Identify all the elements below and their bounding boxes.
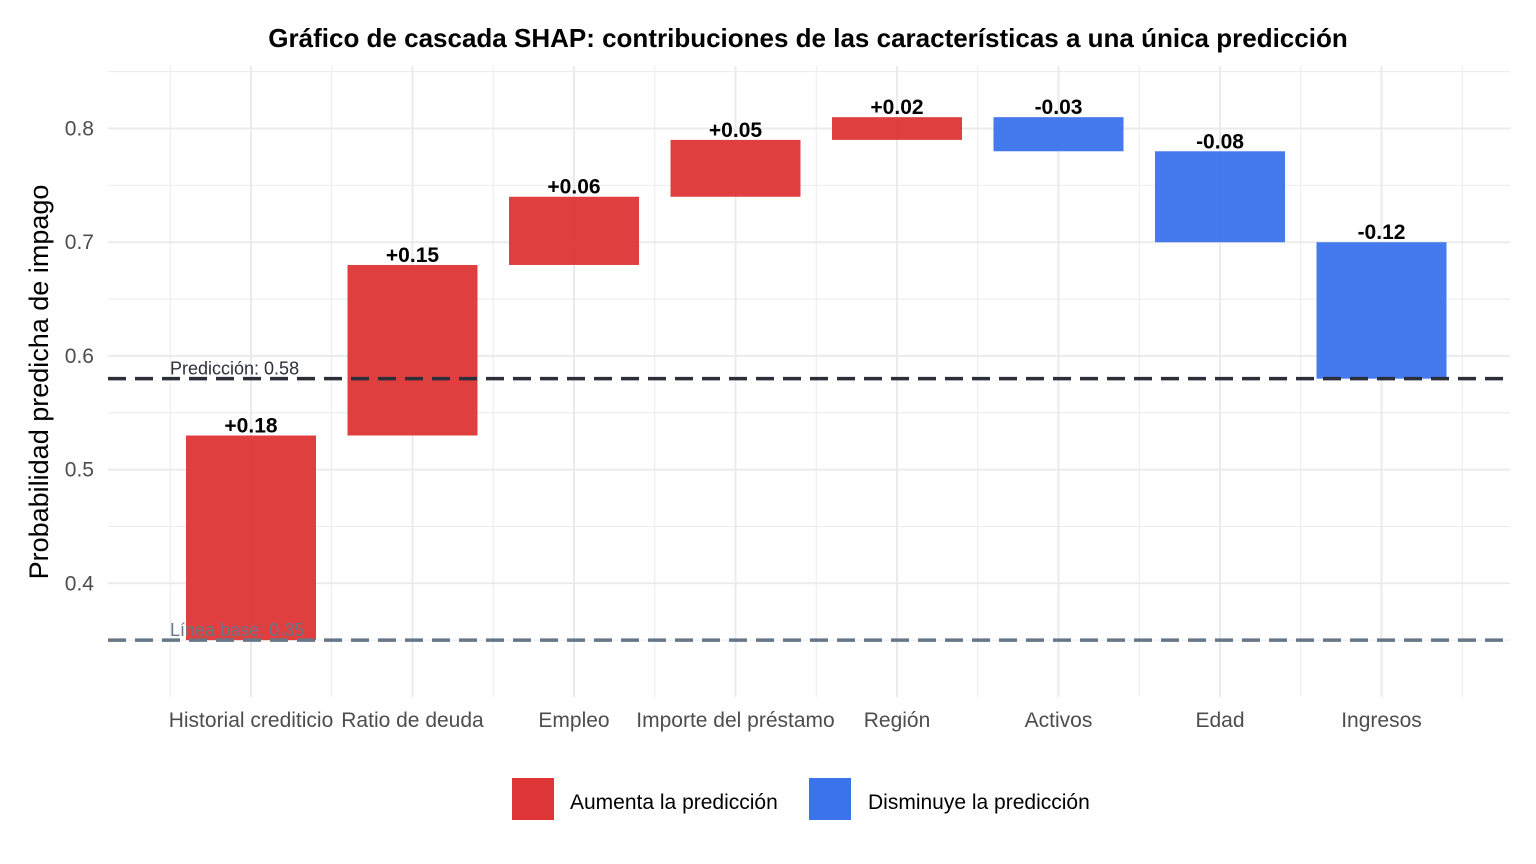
bar-3 [509, 196, 639, 265]
y-tick-label: 0.6 [65, 345, 94, 368]
bar-value-label: +0.06 [547, 176, 600, 199]
bars: +0.18 +0.15 +0.06 +0.05 +0.02 -0.03 -0.08 -0.12 [186, 96, 1447, 641]
bar-2 [347, 264, 478, 436]
legend-swatch-decrease [809, 778, 851, 820]
y-tick-label: 0.7 [65, 231, 94, 254]
bar-value-label: +0.18 [224, 415, 277, 438]
bar-6 [993, 117, 1124, 152]
reference-line-label: Línea base: 0.35 [170, 620, 304, 640]
reference-line-label: Predicción: 0.58 [170, 359, 299, 379]
x-tick-label: Ratio de deuda [341, 709, 484, 732]
x-tick-label: Importe del préstamo [636, 709, 834, 732]
bar-value-label: -0.03 [1035, 96, 1083, 119]
x-tick-label: Edad [1195, 709, 1244, 732]
bar-5 [832, 117, 962, 140]
legend-label-increase: Aumenta la predicción [570, 791, 778, 814]
chart-title: Gráfico de cascada SHAP: contribuciones … [268, 23, 1347, 53]
x-axis-ticks: Historial crediticio Ratio de deuda Empleo… [169, 709, 1422, 732]
x-tick-label: Activos [1025, 709, 1093, 732]
legend-swatch-increase [512, 778, 554, 820]
y-axis-ticks: 0.4 0.5 0.6 0.7 0.8 [65, 118, 95, 596]
bar-value-label: +0.05 [709, 119, 762, 142]
grid [108, 66, 1510, 697]
legend: Aumenta la predicción Disminuye la predi… [512, 778, 1090, 820]
x-tick-label: Ingresos [1341, 709, 1422, 732]
bar-value-label: +0.02 [870, 96, 923, 119]
bar-value-label: -0.08 [1196, 130, 1244, 153]
y-tick-label: 0.4 [65, 572, 95, 595]
y-tick-label: 0.5 [65, 459, 94, 482]
reference-lines: Predicción: 0.58 Línea base: 0.35 [108, 359, 1510, 642]
bar-1 [186, 435, 316, 641]
x-tick-label: Historial crediticio [169, 709, 334, 732]
legend-label-decrease: Disminuye la predicción [868, 791, 1090, 814]
bar-value-label: -0.12 [1358, 221, 1406, 244]
bar-4 [670, 139, 801, 197]
y-tick-label: 0.8 [65, 118, 94, 141]
bar-8 [1316, 242, 1447, 379]
bar-7 [1155, 151, 1285, 243]
y-axis-label: Probabilidad predicha de impago [24, 185, 54, 580]
bar-value-label: +0.15 [386, 244, 439, 267]
x-tick-label: Empleo [538, 709, 609, 732]
x-tick-label: Región [864, 709, 931, 732]
